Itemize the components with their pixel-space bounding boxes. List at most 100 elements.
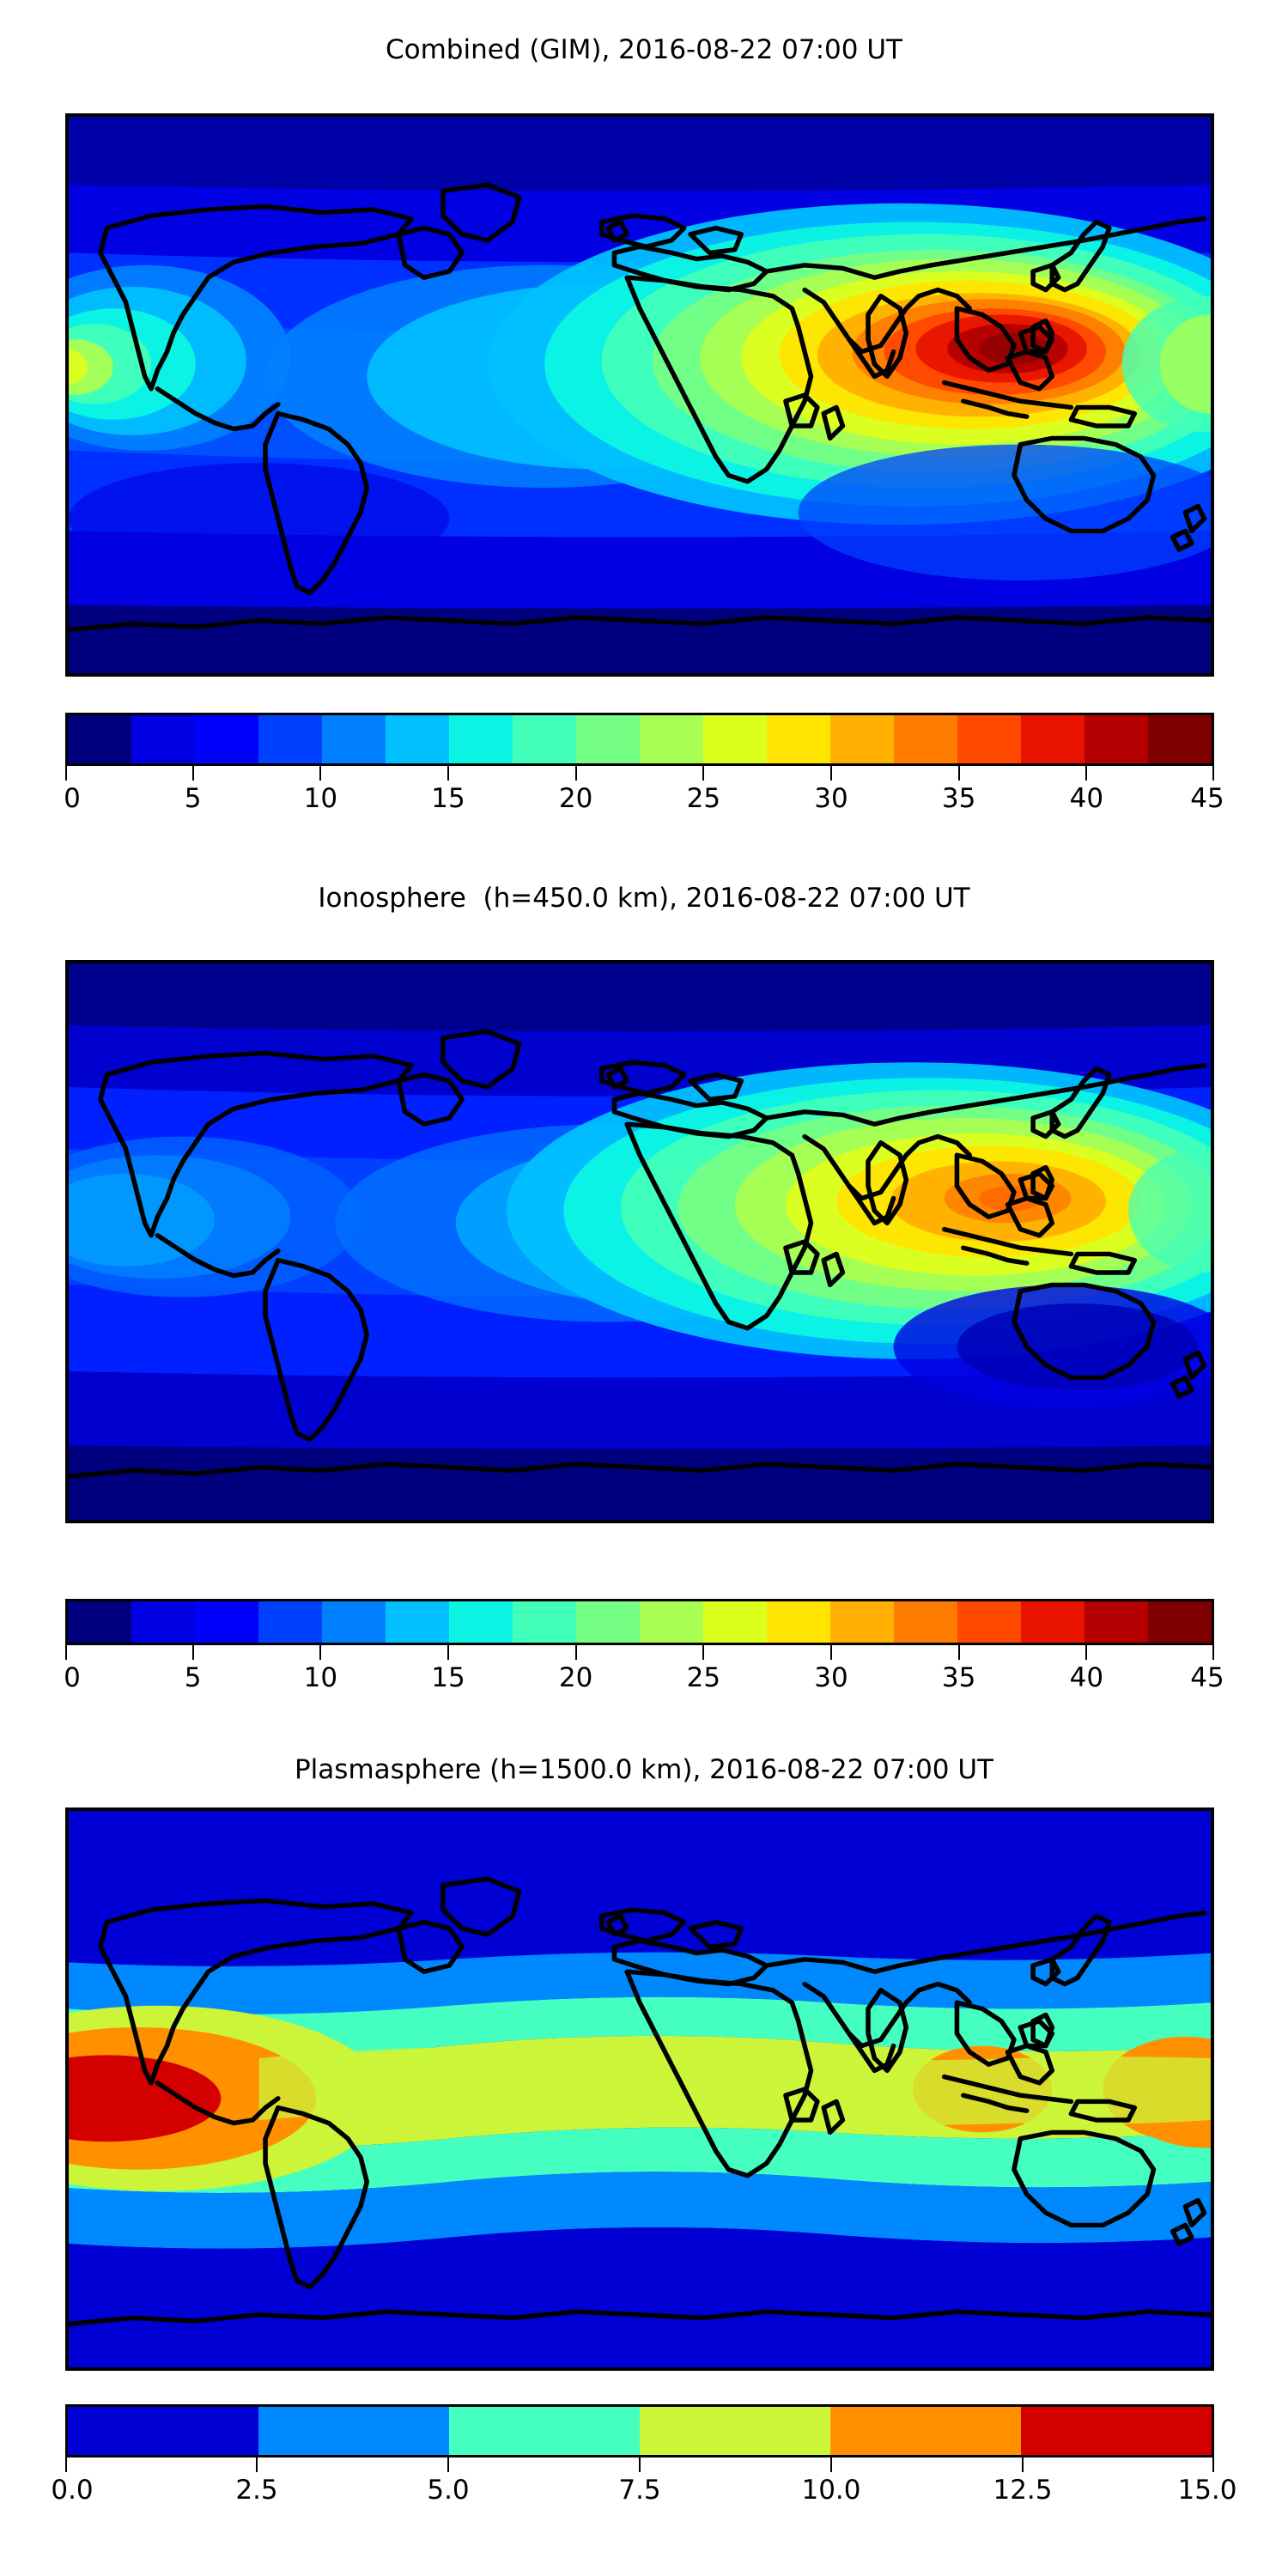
colorbar-combined[interactable] (65, 713, 1214, 766)
colorbar-tick (957, 766, 960, 781)
colorbar-tick-label: 15.0 (1177, 2475, 1237, 2506)
colorbar-swatch (830, 2407, 1021, 2455)
colorbar-swatch (830, 1601, 894, 1643)
colorbar-combined-labels: 0 5 10 15 20 25 30 35 40 45 (64, 783, 1224, 817)
colorbar-tick (639, 2458, 641, 2472)
colorbar-swatch (386, 715, 449, 763)
colorbar-tick-label: 0 (64, 1662, 81, 1693)
colorbar-tick-label: 15 (431, 1662, 465, 1693)
colorbar-swatch (957, 1601, 1021, 1643)
colorbar-tick-label: 20 (558, 1662, 593, 1693)
colorbar-swatch (195, 1601, 258, 1643)
colorbar-tick (319, 766, 322, 781)
panel-title-plasmasphere: Plasmasphere (h=1500.0 km), 2016-08-22 0… (294, 1754, 993, 1785)
colorbar-swatch (131, 1601, 195, 1643)
colorbar-tick-label: 10 (303, 783, 338, 814)
colorbar-tick (1212, 1645, 1214, 1660)
map-combined-gim (65, 113, 1214, 677)
colorbar-swatch (576, 715, 640, 763)
colorbar-swatch (258, 715, 322, 763)
colorbar-swatch (449, 1601, 513, 1643)
coastlines (69, 182, 1211, 633)
colorbar-tick-label: 5 (184, 783, 202, 814)
colorbar-tick (319, 1645, 322, 1660)
colorbar-swatch (258, 1601, 322, 1643)
colorbar-swatch (640, 1601, 703, 1643)
colorbar-plasmasphere-labels: 0.0 2.5 5.0 7.5 10.0 12.5 15.0 (51, 2475, 1236, 2509)
colorbar-tick-label: 10 (303, 1662, 338, 1693)
colorbar-tick (1022, 2458, 1024, 2472)
colorbar-ionosphere[interactable] (65, 1599, 1214, 1645)
colorbar-tick (830, 2458, 832, 2472)
colorbar-tick (574, 766, 577, 781)
colorbar-tick (830, 766, 832, 781)
colorbar-tick (1212, 2458, 1214, 2472)
colorbar-swatch (640, 2407, 830, 2455)
colorbar-tick-label: 15 (431, 783, 465, 814)
colorbar-tick-label: 40 (1069, 1662, 1104, 1693)
map-canvas-combined-gim (69, 117, 1211, 673)
colorbar-tick-label: 0 (64, 783, 81, 814)
colorbar-swatch (68, 2407, 258, 2455)
colorbar-swatch (131, 715, 195, 763)
colorbar-swatch (1084, 715, 1148, 763)
colorbar-tick (447, 766, 449, 781)
colorbar-tick (830, 1645, 832, 1660)
colorbar-tick-label: 40 (1069, 783, 1104, 814)
colorbar-tick-label: 25 (686, 783, 721, 814)
colorbar-plasmasphere-wrap: 0.0 2.5 5.0 7.5 10.0 12.5 15.0 (51, 2404, 1237, 2509)
colorbar-tick (65, 1645, 67, 1660)
colorbar-tick-label: 35 (941, 783, 976, 814)
colorbar-plasmasphere-ticks (65, 2458, 1214, 2473)
colorbar-tick (702, 766, 705, 781)
colorbar-tick-label: 12.5 (993, 2475, 1053, 2506)
panel-title-combined-gim: Combined (GIM), 2016-08-22 07:00 UT (386, 34, 902, 65)
colorbar-tick-label: 45 (1190, 1662, 1224, 1693)
colorbar-swatch (894, 715, 957, 763)
colorbar-tick-label: 10.0 (801, 2475, 861, 2506)
colorbar-tick-label: 20 (558, 783, 593, 814)
coastlines (69, 1029, 1211, 1479)
colorbar-combined-wrap: 0 5 10 15 20 25 30 35 40 45 (64, 713, 1224, 817)
colorbar-swatch (957, 715, 1021, 763)
colorbar-swatch (513, 1601, 576, 1643)
panel-title-ionosphere: Ionosphere (h=450.0 km), 2016-08-22 07:0… (318, 883, 970, 914)
colorbar-swatch (767, 715, 830, 763)
colorbar-tick-label: 35 (941, 1662, 976, 1693)
colorbar-tick-label: 5 (184, 1662, 202, 1693)
map-canvas-ionosphere (69, 963, 1211, 1520)
colorbar-swatch (449, 715, 513, 763)
colorbar-swatch (449, 2407, 640, 2455)
colorbar-swatch (513, 715, 576, 763)
colorbar-tick-label: 30 (814, 1662, 848, 1693)
colorbar-tick (447, 2458, 449, 2472)
colorbar-tick-label: 7.5 (618, 2475, 661, 2506)
colorbar-tick (65, 766, 67, 781)
colorbar-swatch (68, 715, 131, 763)
colorbar-tick-label: 45 (1190, 783, 1224, 814)
colorbar-swatch (258, 2407, 449, 2455)
colorbar-ionosphere-ticks (65, 1645, 1214, 1661)
colorbar-swatch (576, 1601, 640, 1643)
colorbar-swatch (640, 715, 703, 763)
colorbar-swatch (703, 1601, 767, 1643)
colorbar-tick (957, 1645, 960, 1660)
colorbar-plasmasphere[interactable] (65, 2404, 1214, 2458)
colorbar-swatch (1021, 1601, 1084, 1643)
colorbar-tick (65, 2458, 67, 2472)
colorbar-tick-label: 0.0 (51, 2475, 94, 2506)
map-plasmasphere (65, 1807, 1214, 2371)
colorbar-combined-ticks (65, 766, 1214, 781)
colorbar-tick (1085, 1645, 1088, 1660)
colorbar-swatch (830, 715, 894, 763)
colorbar-ionosphere-wrap: 0 5 10 15 20 25 30 35 40 45 (64, 1599, 1224, 1702)
colorbar-swatch (1021, 2407, 1212, 2455)
colorbar-swatch (386, 1601, 449, 1643)
colorbar-tick-label: 2.5 (235, 2475, 278, 2506)
colorbar-tick (1085, 766, 1088, 781)
colorbar-tick (191, 766, 194, 781)
colorbar-swatch (68, 1601, 131, 1643)
coastlines (69, 1876, 1211, 2327)
colorbar-tick (256, 2458, 258, 2472)
